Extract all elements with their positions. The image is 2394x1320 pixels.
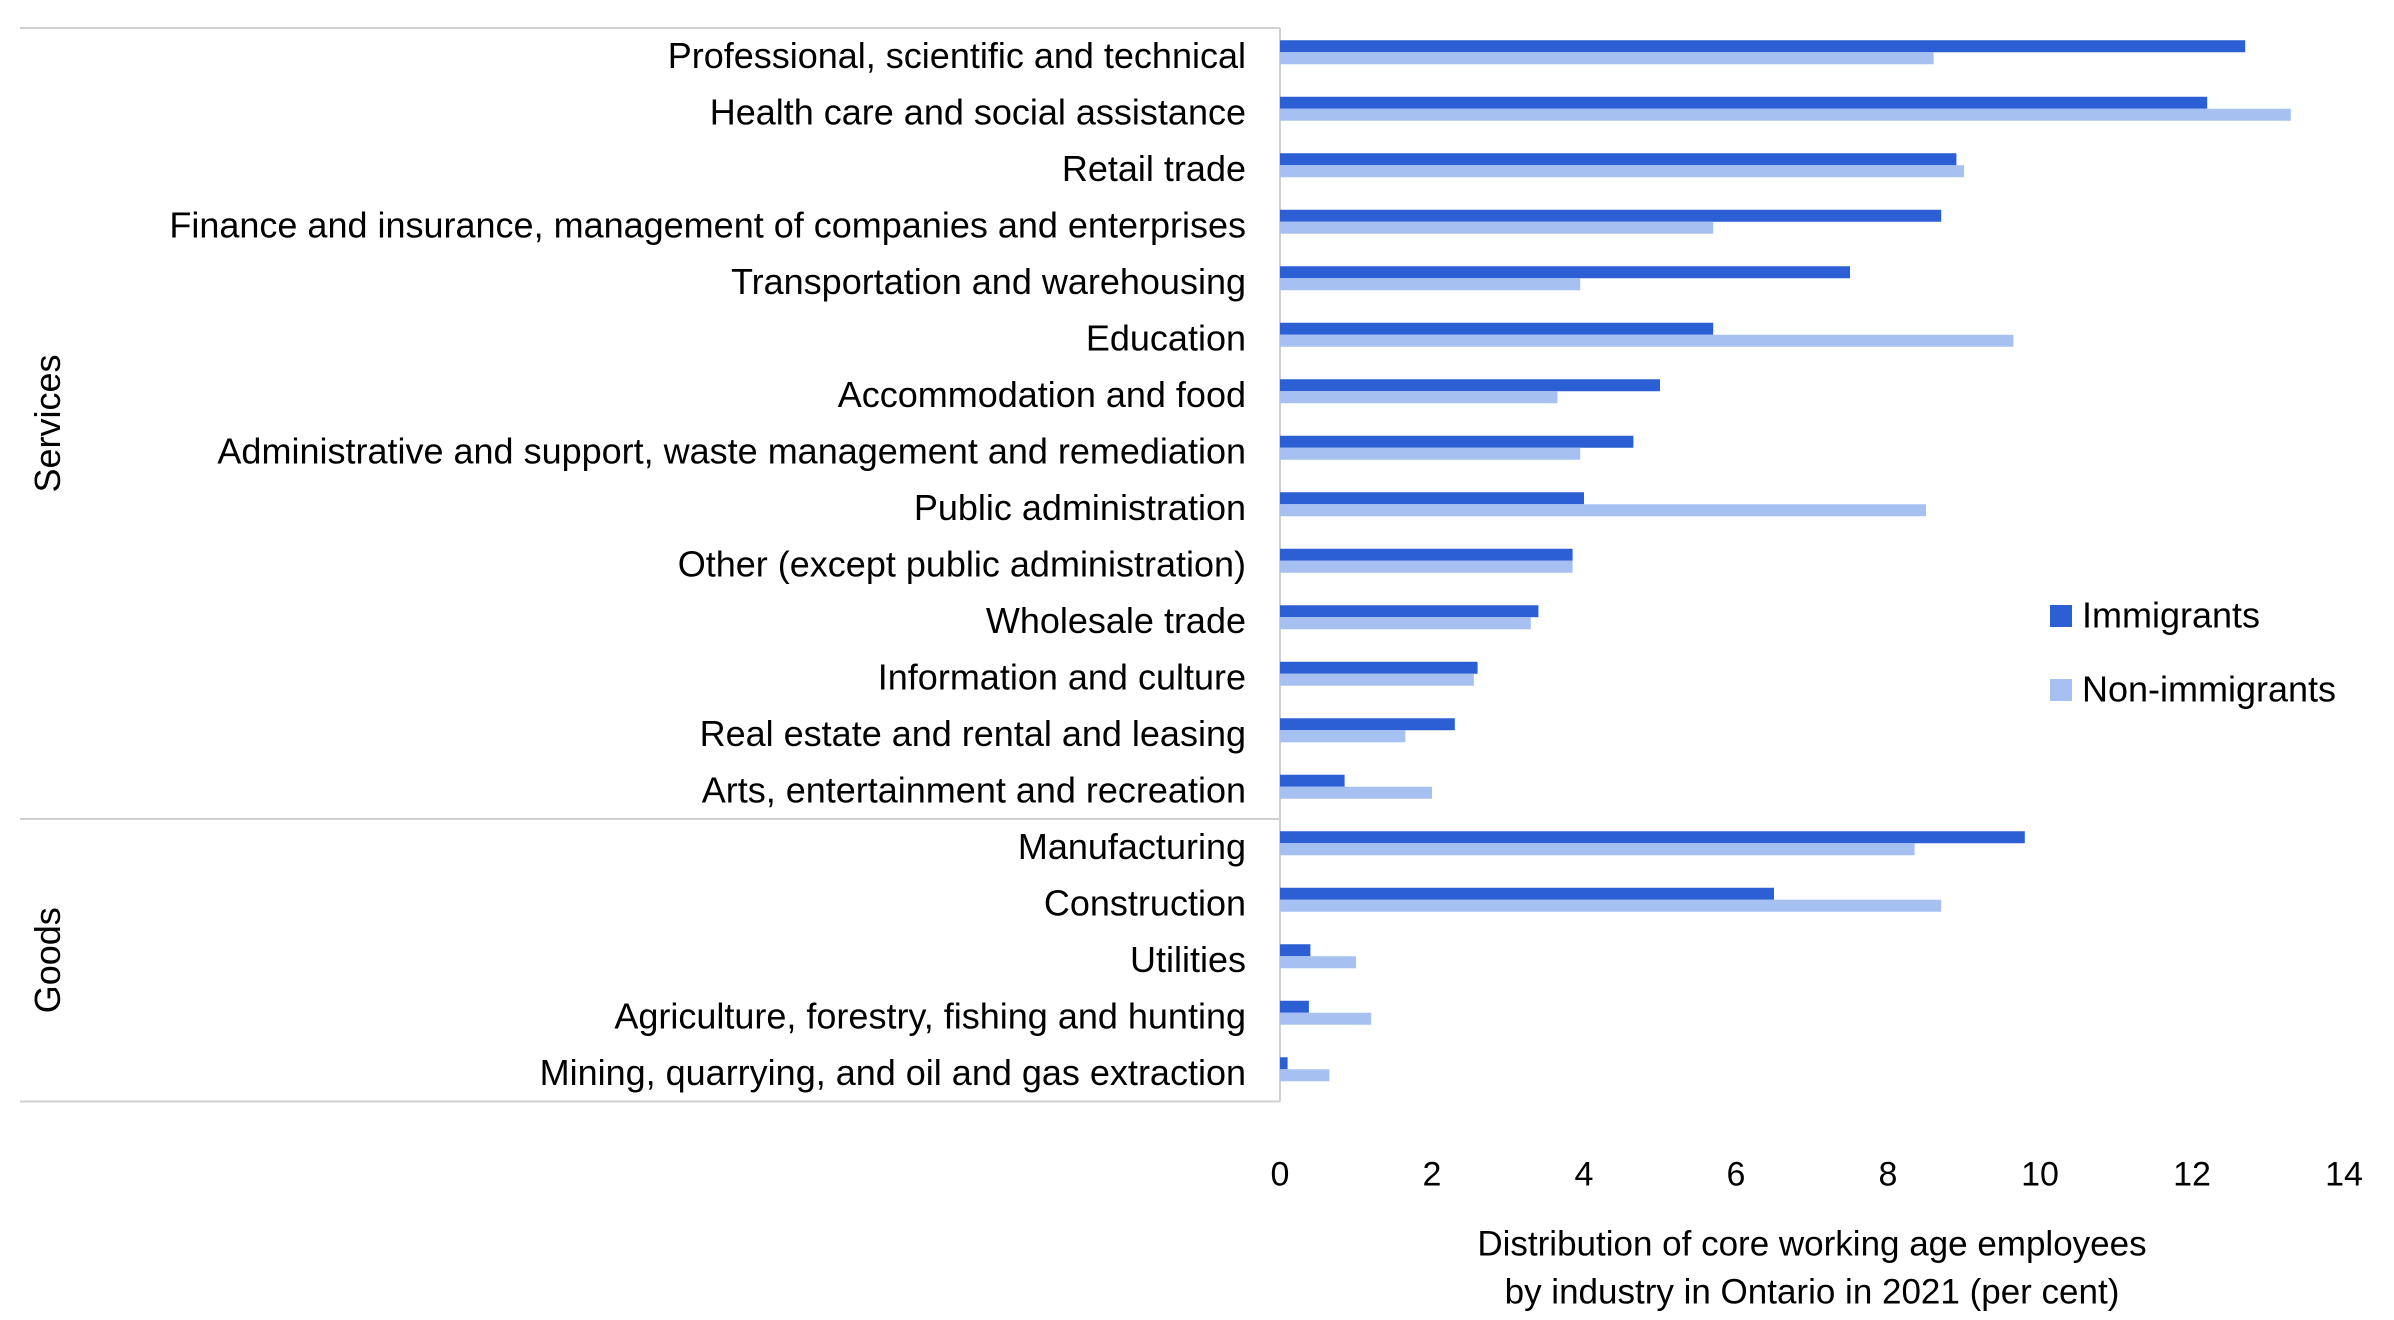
bars	[1280, 40, 2291, 1082]
category-label: Other (except public administration)	[678, 543, 1246, 584]
bar-immigrants	[1280, 266, 1850, 279]
x-tick-label: 10	[2021, 1156, 2059, 1194]
bar-immigrants	[1280, 774, 1345, 787]
bar-non-immigrants	[1280, 673, 1474, 686]
bar-non-immigrants	[1280, 52, 1934, 65]
bar-immigrants	[1280, 435, 1634, 448]
bar-immigrants	[1280, 322, 1714, 335]
legend-label-non-immigrants: Non-immigrants	[2082, 669, 2336, 710]
bar-non-immigrants	[1280, 334, 2014, 347]
bar-non-immigrants	[1280, 730, 1406, 743]
category-label: Public administration	[914, 487, 1246, 528]
bar-non-immigrants	[1280, 786, 1432, 799]
group-label-goods: Goods	[27, 907, 68, 1013]
x-axis-title: Distribution of core working age employe…	[1477, 1225, 2146, 1312]
category-label: Agriculture, forestry, fishing and hunti…	[614, 995, 1246, 1036]
category-label: Health care and social assistance	[710, 91, 1246, 132]
category-label: Manufacturing	[1018, 826, 1246, 867]
x-tick-label: 12	[2173, 1156, 2211, 1194]
category-label: Retail trade	[1062, 148, 1246, 189]
bar-immigrants	[1280, 209, 1942, 222]
category-label: Professional, scientific and technical	[668, 35, 1246, 76]
category-label: Information and culture	[878, 656, 1246, 697]
category-label: Finance and insurance, management of com…	[169, 204, 1246, 245]
x-axis-title-line: by industry in Ontario in 2021 (per cent…	[1505, 1273, 2120, 1312]
bar-immigrants	[1280, 718, 1455, 731]
x-tick-label: 8	[1879, 1156, 1898, 1194]
bar-non-immigrants	[1280, 165, 1964, 178]
category-label: Construction	[1044, 882, 1246, 923]
bar-immigrants	[1280, 661, 1478, 674]
category-label: Real estate and rental and leasing	[700, 713, 1246, 754]
legend-swatch-immigrants	[2050, 605, 2072, 627]
bar-non-immigrants	[1280, 956, 1356, 969]
legend-label-immigrants: Immigrants	[2082, 595, 2260, 636]
bar-non-immigrants	[1280, 899, 1942, 912]
category-label: Accommodation and food	[838, 374, 1246, 415]
bar-non-immigrants	[1280, 447, 1581, 460]
bar-immigrants	[1280, 40, 2246, 53]
bar-immigrants	[1280, 1000, 1309, 1013]
x-axis-title-line: Distribution of core working age employe…	[1477, 1225, 2146, 1264]
x-tick-label: 2	[1423, 1156, 1442, 1194]
category-label: Education	[1086, 317, 1246, 358]
category-labels: Professional, scientific and technical He…	[169, 35, 1246, 1093]
bar-immigrants	[1280, 605, 1539, 618]
bar-non-immigrants	[1280, 108, 2291, 121]
bar-non-immigrants	[1280, 278, 1581, 291]
bar-non-immigrants	[1280, 504, 1926, 517]
category-label: Utilities	[1130, 939, 1246, 980]
bar-immigrants	[1280, 548, 1573, 561]
x-tick-label: 0	[1271, 1156, 1290, 1194]
bar-non-immigrants	[1280, 391, 1558, 404]
category-label: Wholesale trade	[986, 600, 1246, 641]
bar-immigrants	[1280, 153, 1957, 166]
x-tick-label: 4	[1575, 1156, 1594, 1194]
bar-immigrants	[1280, 492, 1584, 505]
category-label: Administrative and support, waste manage…	[217, 430, 1246, 471]
bar-immigrants	[1280, 379, 1660, 392]
legend: Immigrants Non-immigrants	[2050, 595, 2336, 710]
bar-immigrants	[1280, 96, 2208, 109]
bar-non-immigrants	[1280, 617, 1531, 630]
bar-non-immigrants	[1280, 1069, 1330, 1082]
category-label: Arts, entertainment and recreation	[702, 769, 1246, 810]
x-tick-label: 6	[1727, 1156, 1746, 1194]
bar-immigrants	[1280, 887, 1774, 900]
legend-swatch-non-immigrants	[2050, 679, 2072, 701]
category-frame	[20, 27, 1281, 1103]
category-label: Transportation and warehousing	[731, 261, 1246, 302]
group-labels: Services Goods	[27, 354, 68, 1013]
bar-immigrants	[1280, 831, 2025, 844]
group-label-services: Services	[27, 354, 68, 492]
x-axis-ticks: 0 2 4 6 8 10 12 14	[1271, 1156, 2363, 1194]
bar-non-immigrants	[1280, 221, 1714, 234]
category-label: Mining, quarrying, and oil and gas extra…	[540, 1052, 1246, 1093]
bar-immigrants	[1280, 1057, 1288, 1070]
x-tick-label: 14	[2325, 1156, 2363, 1194]
bar-non-immigrants	[1280, 843, 1915, 856]
bar-non-immigrants	[1280, 1012, 1372, 1025]
bar-non-immigrants	[1280, 560, 1573, 573]
bar-immigrants	[1280, 944, 1311, 957]
